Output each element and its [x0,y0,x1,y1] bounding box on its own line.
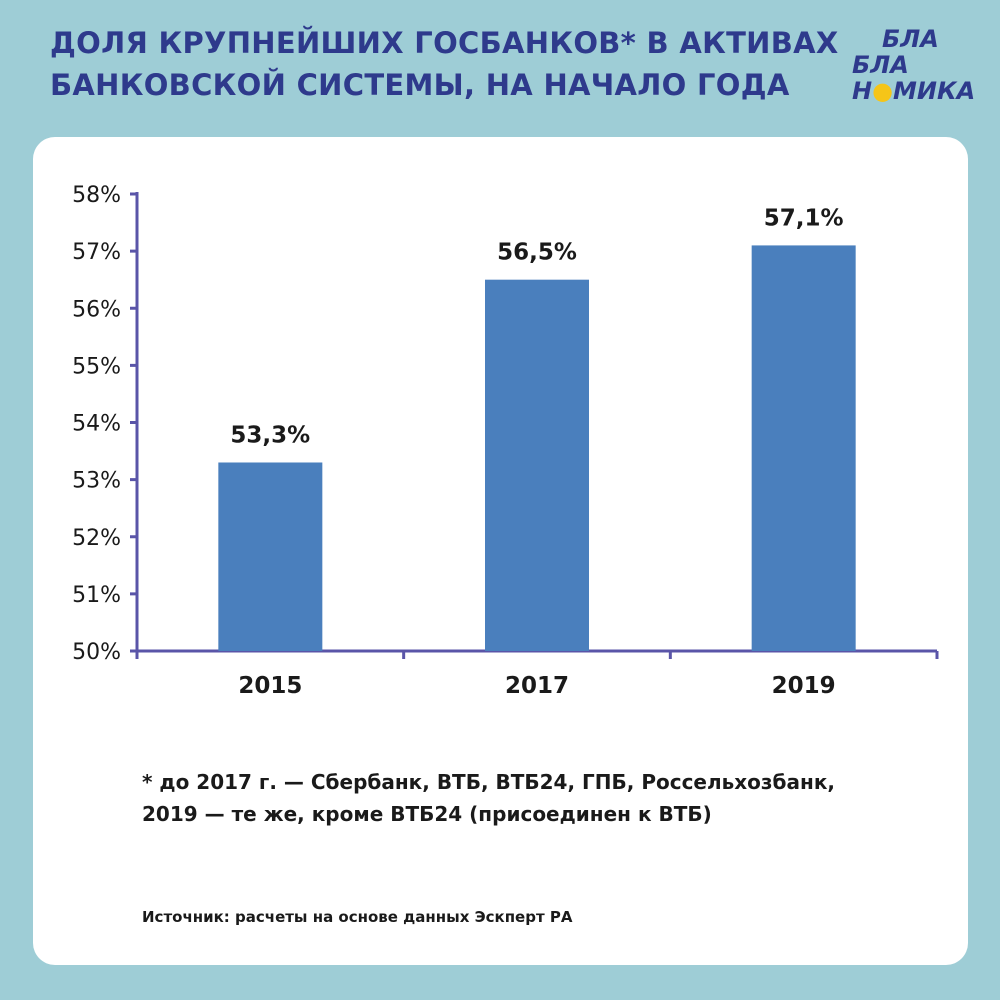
x-tick-label: 2017 [505,673,569,699]
x-tick-label: 2015 [238,673,302,699]
y-tick-label: 56% [72,297,121,322]
logo-line-3-pre: Н [852,77,873,105]
logo-dot-icon: ● [872,77,894,105]
y-tick-label: 51% [72,583,121,608]
bar-data-label: 57,1% [764,205,844,231]
y-tick-label: 57% [72,240,121,265]
footnote-line-2: 2019 — те же, кроме ВТБ24 (присоединен к… [142,802,712,826]
bar-data-label: 53,3% [230,422,310,448]
footnote: * до 2017 г. — Сбербанк, ВТБ, ВТБ24, ГПБ… [142,766,922,830]
bar-data-label: 56,5% [497,240,577,266]
chart-title-line-1: ДОЛЯ КРУПНЕЙШИХ ГОСБАНКОВ* В АКТИВАХ [50,26,839,60]
bar [218,462,323,651]
y-tick-label: 58% [72,183,121,208]
blablanomika-logo: БЛА БЛА Н●МИКА [852,25,975,126]
bar [751,245,856,651]
bar [485,279,589,651]
chart-title: ДОЛЯ КРУПНЕЙШИХ ГОСБАНКОВ* В АКТИВАХ БАН… [50,22,839,106]
source-note: Источник: расчеты на основе данных Эскпе… [142,908,573,926]
y-tick-label: 55% [72,354,121,379]
x-tick-label: 2019 [772,673,836,699]
logo-line-2: БЛА [852,51,909,79]
footnote-line-1: * до 2017 г. — Сбербанк, ВТБ, ВТБ24, ГПБ… [142,770,835,794]
logo-line-3-post: МИКА [893,77,976,105]
logo-line-1: БЛА [882,25,939,53]
y-tick-label: 52% [72,526,121,551]
y-tick-label: 53% [72,469,121,494]
logo-line-3: Н●МИКА [852,78,975,104]
y-tick-label: 50% [72,640,121,665]
chart-title-line-2: БАНКОВСКОЙ СИСТЕМЫ, НА НАЧАЛО ГОДА [50,68,790,102]
y-tick-label: 54% [72,412,121,437]
